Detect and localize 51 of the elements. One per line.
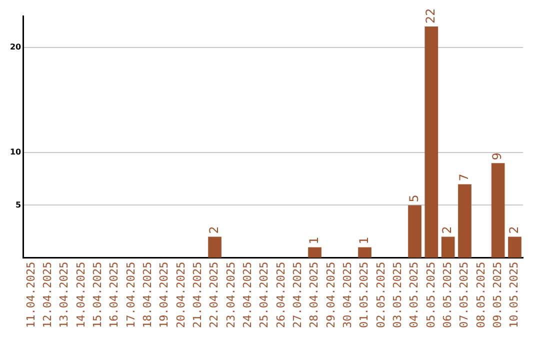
x-tick-label: 23.04.2025 xyxy=(224,262,238,328)
x-tick-label: 25.04.2025 xyxy=(258,262,271,328)
data-label: 22 xyxy=(424,8,438,24)
bar xyxy=(458,184,472,258)
x-tick-label: 17.04.2025 xyxy=(124,262,138,328)
x-tick-label: 12.04.2025 xyxy=(40,262,54,328)
x-tick-label: 09.05.2025 xyxy=(490,262,504,328)
x-tick-label: 21.04.2025 xyxy=(190,262,204,328)
data-label: 7 xyxy=(456,174,471,182)
x-tick-label: 30.04.2025 xyxy=(340,262,354,328)
y-tick-label: 10 xyxy=(10,148,22,157)
x-tick-label: 13.04.2025 xyxy=(58,262,71,328)
bar xyxy=(508,236,522,258)
x-tick-label: 01.05.2025 xyxy=(358,262,371,328)
x-tick-label: 18.04.2025 xyxy=(140,262,154,328)
x-tick-label: 16.04.2025 xyxy=(108,262,121,328)
y-tick-label: 20 xyxy=(10,42,22,52)
x-tick-label: 08.05.2025 xyxy=(474,262,488,328)
x-tick-label: 03.05.2025 xyxy=(390,262,404,328)
x-tick-label: 27.04.2025 xyxy=(290,262,304,328)
data-label: 2 xyxy=(206,226,221,234)
bar xyxy=(408,205,422,258)
x-tick-label: 26.04.2025 xyxy=(274,262,288,328)
bar xyxy=(358,247,372,258)
x-tick-label: 07.05.2025 xyxy=(458,262,471,328)
x-tick-label: 14.04.2025 xyxy=(74,262,88,328)
x-tick-label: 11.04.2025 xyxy=(24,262,38,328)
x-tick-label: 04.05.2025 xyxy=(408,262,421,328)
data-label: 1 xyxy=(306,236,321,244)
bar xyxy=(441,236,455,258)
x-tick-label: 15.04.2025 xyxy=(90,262,104,328)
data-label: 1 xyxy=(356,236,371,244)
x-tick-label: 05.05.2025 xyxy=(424,262,438,328)
x-tick-label: 06.05.2025 xyxy=(440,262,454,328)
y-tick-label: 5 xyxy=(16,200,22,210)
x-tick-label: 24.04.2025 xyxy=(240,262,254,328)
bar xyxy=(424,26,438,258)
x-tick-label: 02.05.2025 xyxy=(374,262,388,328)
data-label: 9 xyxy=(490,152,504,160)
bar xyxy=(308,247,322,258)
bar xyxy=(208,236,222,258)
x-tick-label: 22.04.2025 xyxy=(208,262,221,328)
data-label: 5 xyxy=(406,194,421,202)
x-tick-label: 20.04.2025 xyxy=(174,262,188,328)
data-label: 2 xyxy=(506,226,521,234)
x-tick-label: 10.05.2025 xyxy=(508,262,521,328)
x-tick-label: 29.04.2025 xyxy=(324,262,338,328)
x-tick-label: 28.04.2025 xyxy=(308,262,321,328)
data-label: 2 xyxy=(440,226,454,234)
x-tick-label: 19.04.2025 xyxy=(158,262,171,328)
bar xyxy=(491,163,505,258)
